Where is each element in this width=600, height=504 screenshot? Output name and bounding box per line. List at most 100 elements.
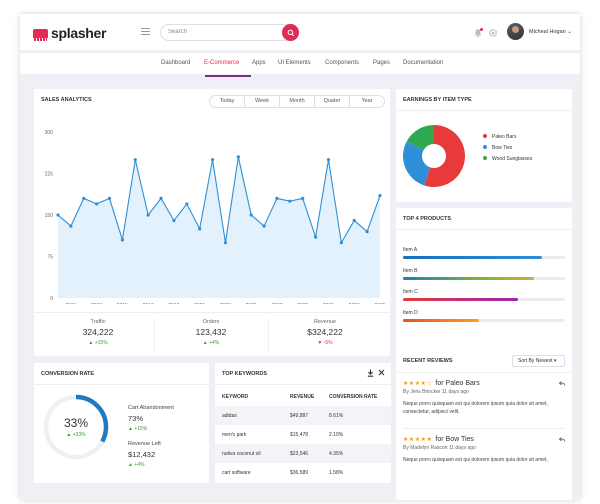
pie-slice[interactable] bbox=[406, 125, 434, 151]
legend-swatch bbox=[483, 134, 487, 138]
range-week[interactable]: Week bbox=[244, 96, 279, 107]
search-button[interactable] bbox=[282, 24, 299, 41]
conversion-change-value: +33% bbox=[72, 432, 86, 438]
data-point[interactable] bbox=[120, 238, 124, 242]
avatar[interactable] bbox=[507, 23, 524, 40]
bell-icon bbox=[474, 29, 482, 38]
data-point[interactable] bbox=[107, 196, 112, 200]
data-point[interactable] bbox=[365, 230, 369, 234]
reply-icon[interactable] bbox=[559, 437, 565, 442]
data-point[interactable] bbox=[249, 213, 253, 217]
data-point[interactable] bbox=[301, 196, 305, 200]
review-text: Neque porro quisquam est qui dolorem ips… bbox=[403, 401, 548, 415]
table-row[interactable]: adidas $49,887 8.61% bbox=[215, 406, 391, 425]
review-text: Neque porro quisquam est qui dolorem ips… bbox=[403, 457, 548, 463]
data-point[interactable] bbox=[198, 227, 202, 231]
data-point[interactable] bbox=[262, 224, 266, 228]
user-menu[interactable]: Micheal Hogan ⌄ bbox=[529, 29, 572, 35]
data-point[interactable] bbox=[133, 158, 137, 162]
notification-dot bbox=[480, 28, 483, 31]
bar-track bbox=[403, 298, 565, 301]
bar-label: Item C bbox=[403, 289, 418, 295]
table-row[interactable]: cart software $36,589 1.58% bbox=[215, 463, 391, 482]
data-point[interactable] bbox=[339, 241, 343, 245]
nav-apps[interactable]: Apps bbox=[252, 60, 266, 66]
reply-icon[interactable] bbox=[559, 381, 565, 386]
range-month[interactable]: Month bbox=[279, 96, 314, 107]
pie-slice[interactable] bbox=[424, 125, 465, 187]
review-author: By Madelyn Rascon 11 days ago bbox=[403, 445, 476, 451]
data-point[interactable] bbox=[82, 196, 86, 200]
nav-ui-elements[interactable]: UI Elements bbox=[278, 60, 311, 66]
review-title[interactable]: for Bow Ties bbox=[435, 436, 474, 443]
data-point[interactable] bbox=[95, 202, 99, 206]
range-today[interactable]: Today bbox=[219, 98, 235, 104]
stat-value: 324,222 bbox=[82, 327, 114, 337]
abandon-change: ▲ +15% bbox=[128, 426, 148, 432]
card-title: SALES ANALYTICS bbox=[41, 97, 92, 103]
earnings-card: EARNINGS BY ITEM TYPE Paleo Bars Bow Ties… bbox=[396, 89, 572, 202]
data-point[interactable] bbox=[159, 196, 163, 200]
top-bar: splasher Micheal Ho bbox=[20, 14, 580, 50]
card-title: CONVERSION RATE bbox=[41, 371, 95, 377]
review-title[interactable]: for Paleo Bars bbox=[435, 380, 480, 387]
logo[interactable]: splasher bbox=[33, 25, 106, 41]
data-point[interactable] bbox=[275, 196, 279, 200]
data-point[interactable] bbox=[210, 158, 215, 162]
sort-dropdown[interactable]: Sort By Newest ▾ bbox=[512, 355, 565, 367]
x-tick-label: 2011 bbox=[65, 303, 76, 304]
legend-label: Paleo Bars bbox=[492, 134, 517, 140]
divider bbox=[396, 229, 572, 230]
stat-orders: Orders 123,432 ▲ +4% bbox=[156, 319, 266, 346]
range-quater[interactable]: Quater bbox=[314, 96, 349, 107]
logo-icon bbox=[33, 28, 48, 41]
nav-pages[interactable]: Pages bbox=[373, 60, 391, 66]
range-year[interactable]: Year bbox=[349, 96, 384, 107]
bar-track bbox=[403, 256, 565, 259]
data-point[interactable] bbox=[326, 158, 331, 162]
data-point[interactable] bbox=[56, 213, 60, 217]
data-point[interactable] bbox=[314, 235, 318, 239]
pie-slice[interactable] bbox=[403, 141, 431, 186]
hamburger-menu-icon[interactable] bbox=[141, 28, 150, 35]
abandon-change-value: +15% bbox=[134, 426, 148, 432]
review-item: ★★★★☆ for Paleo Bars By Jens Brincker 11… bbox=[403, 380, 563, 416]
bar-fill bbox=[403, 256, 543, 259]
nav-dashboard[interactable]: Dashboard bbox=[161, 60, 191, 66]
search-input[interactable] bbox=[168, 29, 278, 35]
bar-label: Item D bbox=[403, 310, 418, 316]
nav-documentation[interactable]: Documentation bbox=[403, 60, 444, 66]
app-frame: splasher Micheal Ho bbox=[20, 14, 580, 500]
data-point[interactable] bbox=[172, 218, 176, 223]
data-point[interactable] bbox=[69, 224, 73, 228]
data-point[interactable] bbox=[185, 202, 189, 206]
divider bbox=[34, 312, 390, 313]
keywords-card: TOP KEYWORDS KEYWORD REVENUE CONVERSION … bbox=[215, 363, 391, 483]
nav-components[interactable]: Components bbox=[325, 60, 360, 66]
x-tick-label: 2033 bbox=[349, 303, 360, 304]
legend-label: Bow Ties bbox=[492, 145, 513, 151]
y-tick-label: 300 bbox=[45, 130, 54, 136]
data-point[interactable] bbox=[352, 218, 356, 223]
stat-change: ▲ +15% bbox=[88, 340, 108, 346]
y-tick-label: 150 bbox=[45, 213, 54, 219]
download-icon[interactable] bbox=[367, 369, 374, 377]
table-row[interactable]: men's park $15,478 2.10% bbox=[215, 425, 391, 444]
settings-button[interactable] bbox=[488, 28, 498, 38]
revenue-left-value: $12,432 bbox=[128, 450, 156, 459]
data-point[interactable] bbox=[378, 194, 382, 198]
nav-ecommerce[interactable]: E-Commerce bbox=[204, 60, 240, 66]
data-point[interactable] bbox=[288, 199, 292, 203]
review-author: By Jens Brincker 11 days ago bbox=[403, 389, 469, 395]
stat-value: $324,222 bbox=[307, 327, 343, 337]
data-point[interactable] bbox=[236, 155, 240, 159]
reviews-card: RECENT REVIEWS Sort By Newest ▾ ★★★★☆ fo… bbox=[396, 350, 572, 500]
close-icon[interactable] bbox=[378, 369, 385, 376]
notifications-button[interactable] bbox=[473, 28, 483, 38]
x-tick-label: 2031 bbox=[323, 303, 334, 304]
series-area bbox=[58, 156, 380, 298]
cell-revenue: $49,887 bbox=[290, 413, 309, 419]
data-point[interactable] bbox=[223, 241, 228, 245]
data-point[interactable] bbox=[146, 213, 150, 217]
table-row[interactable]: nutiva coconut oil $23,546 4.35% bbox=[215, 444, 391, 463]
